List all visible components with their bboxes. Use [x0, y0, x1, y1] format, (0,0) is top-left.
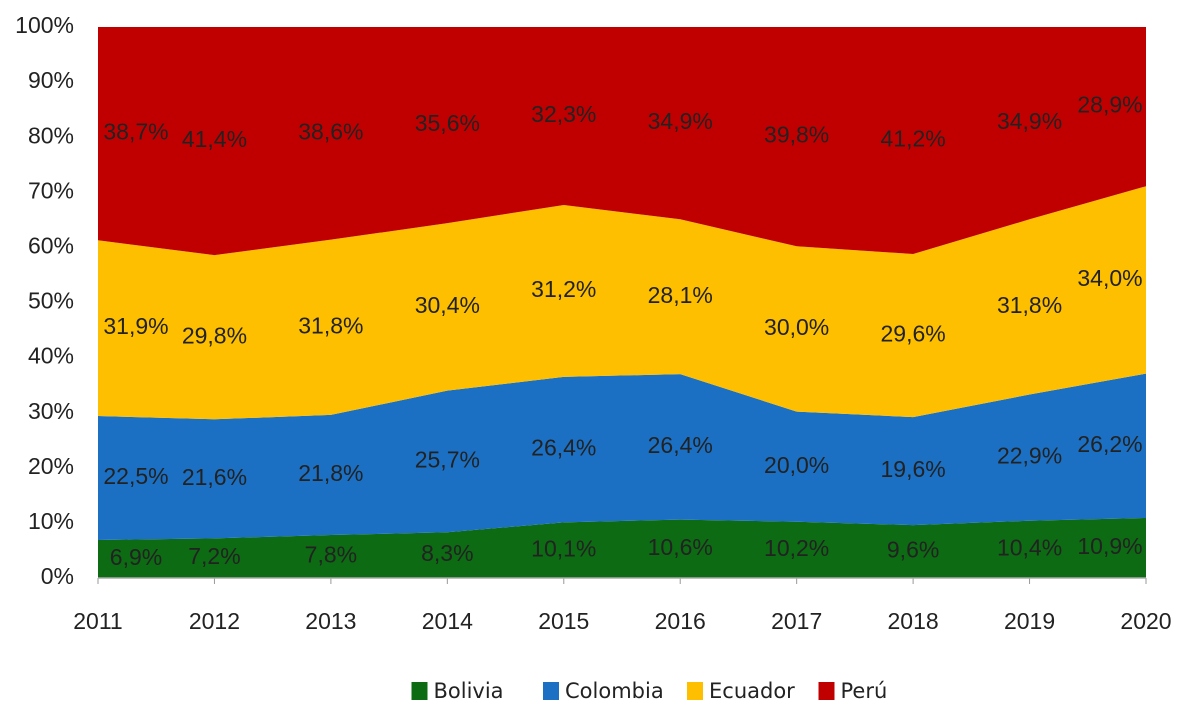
data-label: 38,6%: [298, 118, 363, 144]
y-tick-label: 100%: [15, 12, 74, 38]
y-tick-label: 40%: [28, 343, 74, 369]
data-label: 34,9%: [997, 108, 1062, 134]
data-label: 26,4%: [648, 432, 713, 458]
data-label: 30,0%: [764, 314, 829, 340]
x-tick-label: 2017: [771, 608, 822, 634]
data-label: 7,2%: [188, 543, 240, 569]
x-tick-label: 2016: [655, 608, 706, 634]
data-label: 21,8%: [298, 460, 363, 486]
data-label: 28,9%: [1077, 92, 1142, 118]
data-label: 10,6%: [648, 534, 713, 560]
y-tick-label: 80%: [28, 122, 74, 148]
y-tick-label: 10%: [28, 508, 74, 534]
data-label: 31,9%: [103, 313, 168, 339]
data-label: 20,0%: [764, 452, 829, 478]
x-tick-label: 2012: [189, 608, 240, 634]
y-tick-label: 30%: [28, 398, 74, 424]
data-label: 41,4%: [182, 126, 247, 152]
data-label: 34,9%: [648, 108, 713, 134]
legend-swatch: [687, 682, 703, 700]
x-tick-label: 2020: [1120, 608, 1171, 634]
data-label: 34,0%: [1077, 265, 1142, 291]
legend-swatch: [411, 682, 428, 700]
data-label: 10,1%: [531, 535, 596, 561]
x-tick-label: 2018: [888, 608, 939, 634]
data-label: 22,9%: [997, 443, 1062, 469]
data-label: 10,4%: [997, 534, 1062, 560]
data-label: 26,2%: [1077, 431, 1142, 457]
area: [98, 373, 1146, 540]
data-label: 29,8%: [182, 322, 247, 348]
data-label: 31,8%: [298, 312, 363, 338]
data-label: 30,4%: [415, 292, 480, 318]
x-tick-label: 2011: [73, 608, 122, 634]
data-label: 10,9%: [1077, 533, 1142, 559]
data-label: 21,6%: [182, 464, 247, 490]
area: [98, 27, 1146, 256]
legend-label: Colombia: [565, 679, 664, 703]
data-label: 28,1%: [648, 282, 713, 308]
data-label: 32,3%: [531, 101, 596, 127]
legend-label: Perú: [841, 679, 888, 703]
y-tick-label: 20%: [28, 453, 74, 479]
y-tick-label: 90%: [28, 67, 74, 93]
data-label: 25,7%: [415, 447, 480, 473]
data-label: 7,8%: [305, 542, 357, 568]
area: [98, 517, 1146, 578]
y-tick-label: 0%: [41, 563, 74, 589]
y-tick-label: 50%: [28, 288, 74, 314]
legend-label: Ecuador: [709, 679, 795, 703]
data-label: 8,3%: [421, 540, 473, 566]
data-label: 22,5%: [103, 463, 168, 489]
data-label: 9,6%: [887, 537, 939, 563]
data-label: 31,2%: [531, 276, 596, 302]
data-label: 29,6%: [881, 321, 946, 347]
legend-swatch: [543, 682, 559, 700]
data-label: 6,9%: [110, 544, 162, 570]
x-tick-label: 2015: [538, 608, 589, 634]
data-label: 10,2%: [764, 535, 829, 561]
data-label: 31,8%: [997, 292, 1062, 318]
area: [98, 186, 1146, 420]
x-tick-label: 2013: [305, 608, 356, 634]
y-tick-label: 70%: [28, 177, 74, 203]
data-label: 38,7%: [103, 119, 168, 145]
data-label: 41,2%: [881, 126, 946, 152]
x-tick-label: 2014: [422, 608, 473, 634]
data-label: 19,6%: [881, 456, 946, 482]
legend-label: Bolivia: [434, 679, 504, 703]
data-label: 35,6%: [415, 110, 480, 136]
y-tick-label: 60%: [28, 232, 74, 258]
x-tick-label: 2019: [1004, 608, 1055, 634]
legend-swatch: [818, 682, 835, 700]
data-label: 39,8%: [764, 122, 829, 148]
data-label: 26,4%: [531, 435, 596, 461]
